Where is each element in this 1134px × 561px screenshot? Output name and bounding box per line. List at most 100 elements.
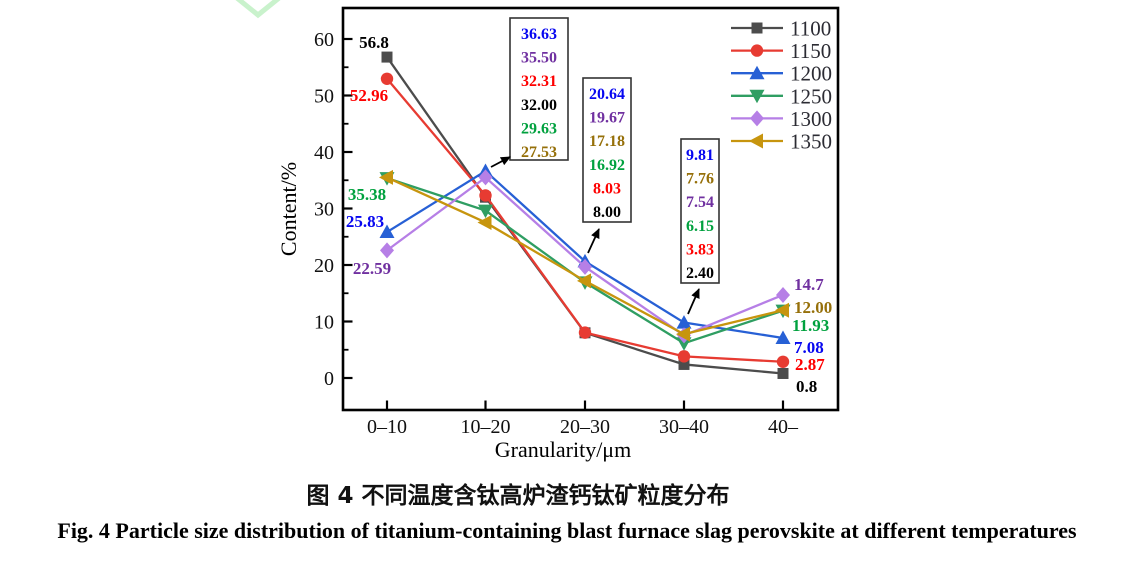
point-label: 25.83 (346, 212, 384, 231)
point-label: 7.08 (794, 338, 824, 357)
annotation-box-frame (582, 77, 632, 223)
annotation-arrow (490, 156, 511, 168)
data-point (676, 315, 692, 329)
annotation-value: 36.63 (521, 26, 557, 43)
data-point (775, 330, 791, 344)
data-point (678, 358, 690, 370)
data-point (775, 302, 789, 318)
legend-item-1300: 1300 (731, 107, 832, 131)
y-tick-label: 10 (314, 312, 334, 334)
legend-item-1150: 1150 (731, 39, 831, 63)
legend-label: 1100 (790, 17, 831, 41)
legend-marker (749, 133, 763, 149)
data-point (677, 350, 691, 363)
point-label: 12.00 (794, 298, 832, 317)
x-tick-label: 0–10 (367, 416, 407, 438)
point-labels: 56.8 0.8 52.96 2.87 25.83 7.08 35.38 11.93 22.59… (346, 33, 832, 396)
annotation-value: 8.03 (593, 180, 621, 197)
data-point (777, 367, 789, 379)
annotation-value: 19.67 (589, 110, 625, 127)
legend-marker (749, 65, 765, 80)
series-1150 (380, 72, 790, 368)
annotation-value: 8.00 (593, 204, 621, 221)
data-point (776, 355, 790, 368)
point-label: 14.7 (794, 275, 824, 294)
legend-item-1100: 1100 (731, 17, 831, 41)
y-tick-label: 30 (314, 199, 334, 221)
legend-item-1350: 1350 (731, 130, 832, 154)
y-tick-label: 20 (314, 255, 334, 277)
annotation-box: 36.63 35.50 32.31 32.00 29.63 27.53 (490, 17, 569, 168)
annotation-value: 32.31 (521, 73, 557, 90)
data-point (379, 169, 393, 185)
y-tick-label: 0 (324, 368, 334, 390)
legend-label: 1350 (790, 130, 832, 154)
x-tick-label: 20–30 (560, 416, 610, 438)
data-point (577, 273, 591, 289)
data-point (380, 242, 394, 259)
data-point (477, 214, 492, 230)
x-axis: 0–10 10–20 20–30 30–40 40– (367, 400, 799, 438)
annotation-box: 9.81 7.76 7.54 6.15 3.83 2.40 (680, 138, 720, 315)
legend-item-1250: 1250 (731, 84, 832, 108)
point-label: 11.93 (792, 316, 829, 335)
annotation-value: 17.18 (589, 133, 625, 150)
data-point (578, 258, 592, 275)
y-tick-label: 50 (314, 86, 334, 108)
legend-label: 1250 (790, 84, 832, 108)
point-label: 2.87 (795, 355, 825, 374)
annotation-value: 35.50 (521, 50, 557, 67)
data-point (381, 51, 393, 63)
point-label: 22.59 (353, 259, 391, 278)
annotation-box-frame (509, 17, 569, 161)
annotation-value: 6.15 (686, 218, 714, 235)
point-label: 0.8 (796, 377, 817, 396)
watermark-chevron-icon (235, 0, 281, 19)
annotation-box-frame (680, 138, 720, 284)
data-point (380, 72, 394, 85)
chart-canvas: 0 10 20 30 40 50 60 0–10 10–20 20–30 30–40 40– Conte… (235, 0, 840, 462)
annotation-value: 29.63 (521, 120, 557, 137)
point-label: 52.96 (350, 86, 388, 105)
annotation-value: 3.83 (686, 241, 714, 258)
y-tick-label: 60 (314, 29, 334, 51)
data-point (379, 224, 395, 239)
data-point (676, 326, 690, 342)
point-label: 56.8 (359, 33, 389, 52)
point-label: 35.38 (348, 185, 386, 204)
annotation-value: 9.81 (686, 147, 714, 164)
legend-label: 1150 (790, 39, 831, 63)
annotation-box: 20.64 19.67 17.18 16.92 8.03 8.00 (582, 77, 632, 254)
legend-marker (751, 22, 763, 34)
annotation-arrow (687, 288, 700, 315)
data-point (578, 326, 592, 339)
annotation-value: 7.76 (686, 171, 714, 188)
legend-item-1200: 1200 (731, 62, 832, 86)
data-point (478, 204, 493, 219)
annotation-value: 32.00 (521, 97, 557, 114)
annotation-arrow (587, 228, 600, 254)
x-tick-label: 40– (768, 416, 799, 438)
figure-caption-zh: 图 4 不同温度含钛高炉渣钙钛矿粒度分布 (306, 483, 730, 509)
legend-label: 1300 (790, 107, 832, 131)
x-tick-label: 30–40 (659, 416, 709, 438)
x-axis-title: Granularity/μm (495, 437, 631, 462)
data-point (676, 337, 692, 351)
x-tick-label: 10–20 (461, 416, 511, 438)
legend-marker (750, 44, 764, 57)
data-point (479, 189, 492, 202)
legend-label: 1200 (790, 62, 832, 86)
legend-marker (749, 89, 765, 104)
figure-caption-en: Fig. 4 Particle size distribution of tit… (57, 518, 1077, 543)
annotation-value: 27.53 (521, 144, 557, 161)
annotation-value: 20.64 (589, 86, 625, 103)
data-point (776, 286, 790, 303)
y-axis-title: Content/% (276, 162, 301, 256)
series-1350 (379, 169, 789, 342)
annotation-value: 16.92 (589, 157, 625, 174)
annotation-value: 7.54 (686, 194, 714, 211)
annotation-value: 2.40 (686, 265, 714, 282)
y-axis: 0 10 20 30 40 50 60 (314, 29, 353, 390)
